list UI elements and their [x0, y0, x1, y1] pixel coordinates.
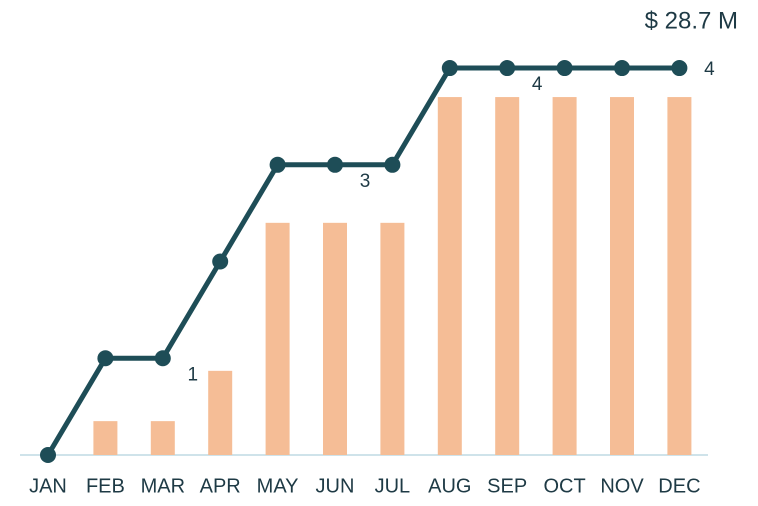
line-point	[269, 156, 286, 173]
line-point	[154, 350, 171, 367]
x-tick-label: NOV	[600, 475, 644, 497]
line-point	[40, 447, 56, 463]
line	[45, 65, 680, 457]
annotation: $ 28.7 M	[645, 7, 738, 34]
x-tick-label: AUG	[428, 475, 471, 497]
bar	[323, 222, 347, 455]
x-tick-label: DEC	[658, 475, 700, 497]
bar	[667, 97, 692, 455]
x-tick-label: MAY	[257, 475, 299, 497]
x-tick-label: FEB	[86, 475, 125, 497]
data-label: 4	[704, 59, 715, 80]
bar	[610, 97, 634, 455]
x-tick-label: SEP	[487, 475, 527, 497]
bar	[150, 421, 175, 455]
line-point	[327, 156, 343, 173]
line-point	[97, 350, 114, 367]
line-point	[212, 253, 229, 270]
data-label: 3	[360, 171, 371, 192]
bar	[437, 97, 462, 455]
x-tick-label: JUL	[375, 475, 411, 497]
bar	[380, 222, 405, 455]
line-point	[556, 60, 573, 77]
bar	[265, 222, 290, 455]
bar	[208, 370, 233, 455]
line-point	[499, 60, 516, 77]
line-point	[614, 60, 630, 77]
bar	[495, 97, 520, 455]
data-label: 4	[532, 74, 543, 95]
x-tick-label: JAN	[29, 475, 67, 497]
x-tick-label: APR	[200, 475, 241, 497]
x-tick-label: OCT	[543, 475, 585, 497]
line-point	[384, 156, 401, 173]
x-tick-label: MAR	[141, 475, 185, 497]
bar	[93, 421, 118, 455]
line-point	[671, 60, 688, 77]
x-tick-label: JUN	[316, 475, 355, 497]
bar	[552, 97, 577, 455]
line-point	[441, 60, 458, 77]
data-label: 1	[188, 364, 199, 385]
